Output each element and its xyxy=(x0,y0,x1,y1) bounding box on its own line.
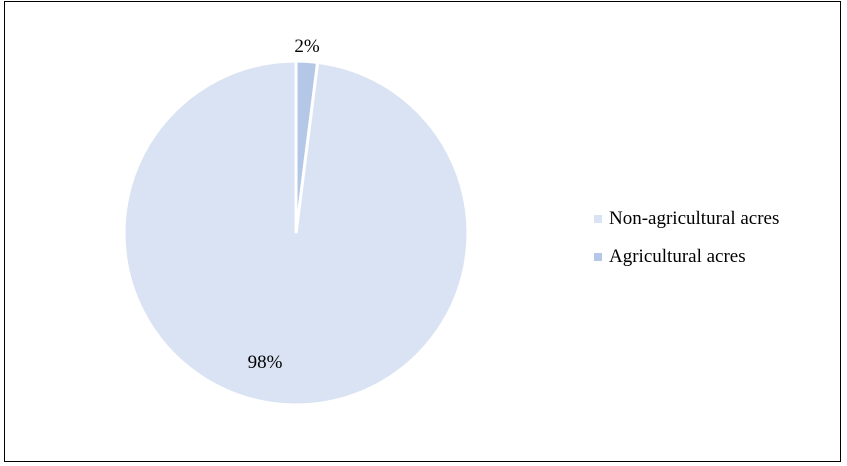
legend-swatch-agricultural xyxy=(594,253,602,261)
legend-swatch-non-agricultural xyxy=(594,215,602,223)
slice-non-agricultural xyxy=(122,59,470,407)
legend-item-agricultural: Agricultural acres xyxy=(594,238,779,276)
legend-label-non-agricultural: Non-agricultural acres xyxy=(609,208,780,229)
legend: Non-agricultural acres Agricultural acre… xyxy=(594,200,779,276)
slice-agricultural xyxy=(294,59,320,234)
legend-item-non-agricultural: Non-agricultural acres xyxy=(594,200,779,238)
legend-label-agricultural: Agricultural acres xyxy=(609,246,746,267)
data-label-non-agricultural: 98% xyxy=(248,352,283,373)
data-label-agricultural: 2% xyxy=(294,36,320,57)
